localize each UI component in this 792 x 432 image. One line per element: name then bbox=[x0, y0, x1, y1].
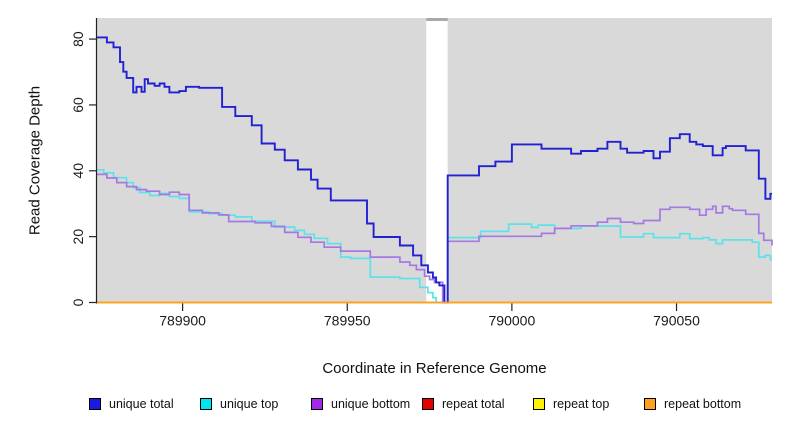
legend-label: unique total bbox=[109, 397, 174, 411]
legend-label: unique bottom bbox=[331, 397, 411, 411]
legend-item-repeat-bottom: repeat bottom bbox=[644, 397, 755, 411]
legend-label: unique top bbox=[220, 397, 279, 411]
y-tick-label: 60 bbox=[70, 97, 86, 113]
legend-item-unique-bottom: unique bottom bbox=[311, 397, 422, 411]
legend-label: repeat top bbox=[553, 397, 610, 411]
y-tick-label: 20 bbox=[70, 229, 86, 245]
y-axis-title: Read Coverage Depth bbox=[26, 85, 44, 236]
legend-swatch-icon bbox=[422, 398, 434, 410]
legend-swatch-icon bbox=[644, 398, 656, 410]
legend-label: repeat bottom bbox=[664, 397, 742, 411]
legend-label: repeat total bbox=[442, 397, 505, 411]
x-tick-label: 789950 bbox=[324, 313, 371, 329]
y-tick-label: 40 bbox=[70, 163, 86, 179]
legend-item-repeat-total: repeat total bbox=[422, 397, 533, 411]
y-tick-label: 0 bbox=[70, 298, 86, 306]
legend-swatch-icon bbox=[89, 398, 101, 410]
gap-band bbox=[426, 21, 448, 303]
x-tick-label: 790000 bbox=[489, 313, 536, 329]
legend-item-unique-total: unique total bbox=[89, 397, 200, 411]
gap-band-cap bbox=[426, 18, 448, 21]
legend: unique total unique top unique bottom repea… bbox=[89, 397, 755, 411]
series-line-unique-top bbox=[97, 168, 772, 304]
legend-item-repeat-top: repeat top bbox=[533, 397, 644, 411]
legend-swatch-icon bbox=[311, 398, 323, 410]
y-tick-label: 80 bbox=[70, 31, 86, 47]
legend-swatch-icon bbox=[533, 398, 545, 410]
series-line-unique-bottom bbox=[97, 173, 773, 304]
x-axis-title: Coordinate in Reference Genome bbox=[322, 360, 547, 377]
legend-swatch-icon bbox=[200, 398, 212, 410]
x-tick-label: 789900 bbox=[159, 313, 206, 329]
series-line-unique-total bbox=[97, 36, 772, 304]
x-tick-label: 790050 bbox=[653, 313, 700, 329]
legend-item-unique-top: unique top bbox=[200, 397, 311, 411]
